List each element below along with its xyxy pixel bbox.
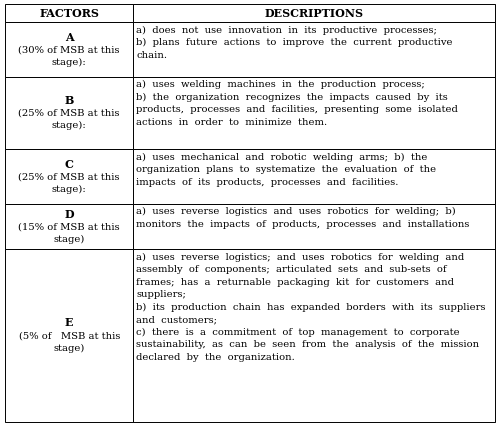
Text: impacts  of  its  products,  processes  and  facilities.: impacts of its products, processes and f… xyxy=(136,178,399,187)
Text: A: A xyxy=(65,32,74,43)
Text: b)  the  organization  recognizes  the  impacts  caused  by  its: b) the organization recognizes the impac… xyxy=(136,93,448,102)
Bar xyxy=(134,4,495,23)
Text: c)  there  is  a  commitment  of  top  management  to  corporate: c) there is a commitment of top manageme… xyxy=(136,328,460,337)
Text: B: B xyxy=(64,95,74,106)
Text: b)  its  production  chain  has  expanded  borders  with  its  suppliers: b) its production chain has expanded bor… xyxy=(136,303,486,312)
Text: suppliers;: suppliers; xyxy=(136,290,186,299)
Text: (15% of MSB at this: (15% of MSB at this xyxy=(18,222,120,231)
Bar xyxy=(134,23,495,77)
Text: a)  uses  reverse  logistics  and  uses  robotics  for  welding;  b): a) uses reverse logistics and uses robot… xyxy=(136,207,456,216)
Text: and  customers;: and customers; xyxy=(136,315,218,324)
Text: a)  uses  reverse  logistics;  and  uses  robotics  for  welding  and: a) uses reverse logistics; and uses robo… xyxy=(136,253,464,262)
Text: a)  uses  mechanical  and  robotic  welding  arms;  b)  the: a) uses mechanical and robotic welding a… xyxy=(136,153,428,162)
Text: declared  by  the  organization.: declared by the organization. xyxy=(136,353,295,362)
Text: actions  in  order  to  minimize  them.: actions in order to minimize them. xyxy=(136,118,328,127)
Text: E: E xyxy=(65,317,74,328)
Bar xyxy=(134,204,495,249)
Bar xyxy=(5,249,134,422)
Text: monitors  the  impacts  of  products,  processes  and  installations: monitors the impacts of products, proces… xyxy=(136,220,470,229)
Text: stage): stage) xyxy=(54,344,85,353)
Text: stage):: stage): xyxy=(52,58,86,67)
Text: D: D xyxy=(64,209,74,219)
Bar xyxy=(5,77,134,150)
Text: (5% of   MSB at this: (5% of MSB at this xyxy=(18,331,120,340)
Bar xyxy=(5,4,134,23)
Text: C: C xyxy=(65,158,74,170)
Bar xyxy=(134,249,495,422)
Text: sustainability,  as  can  be  seen  from  the  analysis  of  the  mission: sustainability, as can be seen from the … xyxy=(136,340,480,349)
Text: a)  uses  welding  machines  in  the  production  process;: a) uses welding machines in the producti… xyxy=(136,80,425,89)
Bar xyxy=(134,150,495,204)
Text: organization  plans  to  systematize  the  evaluation  of  the: organization plans to systematize the ev… xyxy=(136,165,436,174)
Bar xyxy=(5,23,134,77)
Text: (25% of MSB at this: (25% of MSB at this xyxy=(18,109,120,118)
Text: frames;  has  a  returnable  packaging  kit  for  customers  and: frames; has a returnable packaging kit f… xyxy=(136,278,454,287)
Text: assembly  of  components;  articulated  sets  and  sub-sets  of: assembly of components; articulated sets… xyxy=(136,265,447,274)
Text: (30% of MSB at this: (30% of MSB at this xyxy=(18,45,120,55)
Text: chain.: chain. xyxy=(136,51,168,60)
Text: a)  does  not  use  innovation  in  its  productive  processes;: a) does not use innovation in its produc… xyxy=(136,26,438,35)
Text: b)  plans  future  actions  to  improve  the  current  productive: b) plans future actions to improve the c… xyxy=(136,38,453,47)
Text: DESCRIPTIONS: DESCRIPTIONS xyxy=(264,8,364,19)
Bar xyxy=(5,204,134,249)
Text: FACTORS: FACTORS xyxy=(40,8,99,19)
Text: (25% of MSB at this: (25% of MSB at this xyxy=(18,173,120,181)
Text: products,  processes  and  facilities,  presenting  some  isolated: products, processes and facilities, pres… xyxy=(136,105,458,114)
Text: stage): stage) xyxy=(54,235,85,244)
Bar xyxy=(5,150,134,204)
Text: stage):: stage): xyxy=(52,185,86,194)
Text: stage):: stage): xyxy=(52,121,86,130)
Bar xyxy=(134,77,495,150)
